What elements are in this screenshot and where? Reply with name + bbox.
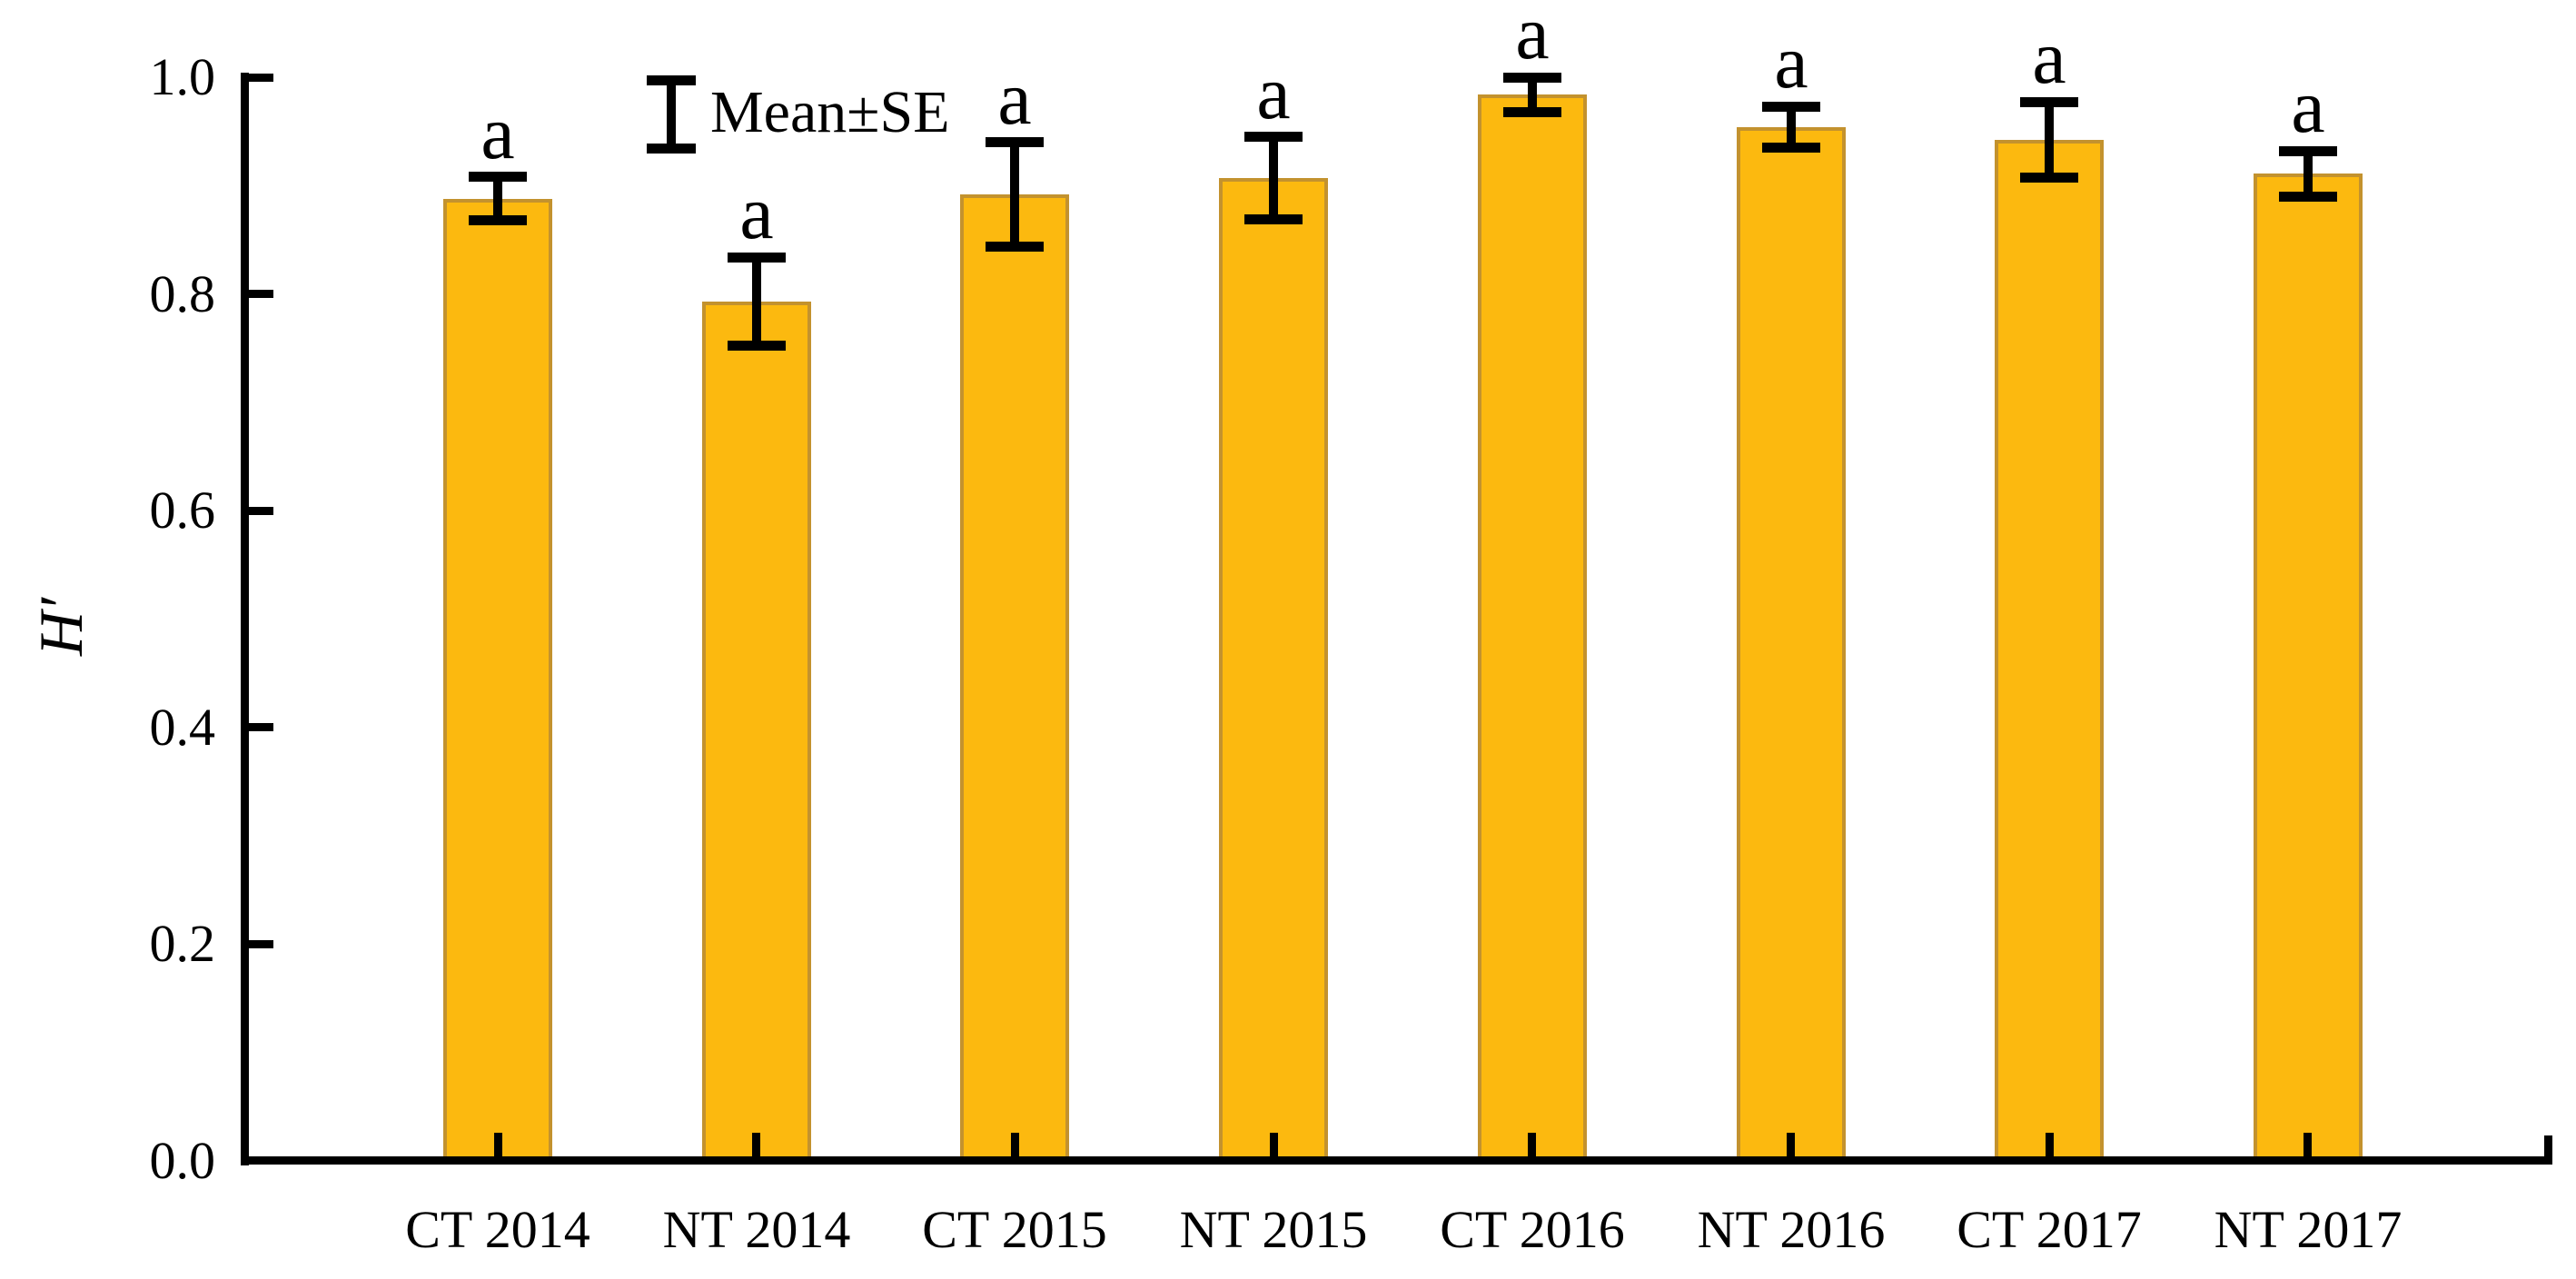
y-tick bbox=[249, 723, 273, 731]
error-bar-bottom-cap-ct-2014 bbox=[469, 215, 527, 225]
sig-label-ct-2016: a bbox=[1515, 0, 1550, 75]
bar-nt-2014 bbox=[702, 302, 811, 1165]
error-bar-top-cap-ct-2016 bbox=[1503, 73, 1561, 83]
y-tick-label: 0.8 bbox=[149, 264, 216, 323]
bar-nt-2017 bbox=[2254, 174, 2363, 1165]
x-tick-label-ct-2017: CT 2017 bbox=[1957, 1200, 2142, 1259]
bar-ct-2015 bbox=[960, 194, 1069, 1165]
error-bar-bottom-cap-nt-2015 bbox=[1244, 214, 1303, 224]
error-bar-stem-ct-2015 bbox=[1010, 143, 1019, 247]
y-tick-label: 0.0 bbox=[149, 1131, 216, 1190]
error-bar-top-cap-nt-2015 bbox=[1244, 132, 1303, 142]
error-bar-bottom-cap-nt-2014 bbox=[728, 341, 786, 351]
x-tick-label-ct-2015: CT 2015 bbox=[922, 1200, 1107, 1259]
x-tick-label-ct-2016: CT 2016 bbox=[1440, 1200, 1625, 1259]
y-tick-label: 0.4 bbox=[149, 698, 216, 757]
sig-label-ct-2017: a bbox=[2032, 15, 2066, 100]
error-bar-stem-ct-2016 bbox=[1528, 77, 1537, 112]
error-bar-top-cap-nt-2017 bbox=[2279, 146, 2337, 156]
error-bar-stem-ct-2014 bbox=[493, 177, 502, 221]
y-tick-label: 1.0 bbox=[149, 47, 216, 106]
error-bar-bottom-cap-nt-2017 bbox=[2279, 192, 2337, 202]
error-bar-top-cap-ct-2015 bbox=[986, 137, 1044, 147]
x-tick-nt-2014 bbox=[752, 1133, 760, 1157]
y-tick-label: 0.2 bbox=[149, 914, 216, 973]
legend-error-bar-icon-bottom-cap bbox=[647, 144, 696, 154]
error-bar-top-cap-nt-2016 bbox=[1762, 102, 1820, 112]
error-bar-top-cap-ct-2014 bbox=[469, 172, 527, 182]
x-tick-label-nt-2017: NT 2017 bbox=[2214, 1200, 2403, 1259]
error-bar-top-cap-ct-2017 bbox=[2020, 97, 2078, 107]
error-bar-stem-nt-2014 bbox=[752, 257, 761, 346]
x-tick-ct-2017 bbox=[2046, 1133, 2054, 1157]
y-axis-line bbox=[241, 73, 249, 1165]
x-tick-label-ct-2014: CT 2014 bbox=[405, 1200, 590, 1259]
sig-label-nt-2016: a bbox=[1774, 20, 1808, 104]
y-tick bbox=[249, 74, 273, 82]
bar-nt-2015 bbox=[1219, 178, 1328, 1165]
y-tick bbox=[249, 507, 273, 515]
x-tick-label-nt-2014: NT 2014 bbox=[662, 1200, 851, 1259]
error-bar-bottom-cap-ct-2017 bbox=[2020, 173, 2078, 183]
x-tick-nt-2015 bbox=[1270, 1133, 1278, 1157]
bar-ct-2017 bbox=[1995, 140, 2104, 1165]
y-tick-label: 0.6 bbox=[149, 481, 216, 540]
bar-ct-2016 bbox=[1478, 94, 1587, 1165]
bar-nt-2016 bbox=[1737, 127, 1846, 1165]
x-axis-line bbox=[241, 1156, 2552, 1165]
legend-error-bar-icon-stem bbox=[667, 80, 676, 149]
x-tick-label-nt-2016: NT 2016 bbox=[1697, 1200, 1886, 1259]
sig-label-ct-2014: a bbox=[481, 91, 515, 175]
x-tick-nt-2016 bbox=[1787, 1133, 1795, 1157]
bar-ct-2014 bbox=[443, 199, 552, 1165]
error-bar-bottom-cap-ct-2015 bbox=[986, 242, 1044, 252]
x-tick-nt-2017 bbox=[2304, 1133, 2312, 1157]
x-tick-label-nt-2015: NT 2015 bbox=[1179, 1200, 1368, 1259]
x-tick-ct-2014 bbox=[494, 1133, 502, 1157]
error-bar-stem-ct-2017 bbox=[2045, 102, 2054, 178]
error-bar-stem-nt-2015 bbox=[1269, 137, 1278, 220]
y-axis-title: H′ bbox=[26, 598, 95, 656]
sig-label-nt-2015: a bbox=[1256, 51, 1291, 135]
legend-error-bar-icon-top-cap bbox=[647, 75, 696, 85]
sig-label-ct-2015: a bbox=[997, 56, 1032, 141]
error-bar-top-cap-nt-2014 bbox=[728, 253, 786, 263]
x-axis-end-cap bbox=[2544, 1135, 2552, 1161]
error-bar-stem-nt-2017 bbox=[2304, 151, 2313, 196]
error-bar-bottom-cap-ct-2016 bbox=[1503, 107, 1561, 117]
sig-label-nt-2014: a bbox=[739, 171, 774, 255]
y-tick bbox=[249, 940, 273, 948]
legend-label: Mean±SE bbox=[710, 79, 950, 145]
x-tick-ct-2015 bbox=[1011, 1133, 1019, 1157]
error-bar-bottom-cap-nt-2016 bbox=[1762, 143, 1820, 153]
y-tick bbox=[249, 290, 273, 298]
sig-label-nt-2017: a bbox=[2291, 64, 2325, 149]
x-tick-ct-2016 bbox=[1528, 1133, 1536, 1157]
error-bar-stem-nt-2016 bbox=[1787, 106, 1796, 147]
